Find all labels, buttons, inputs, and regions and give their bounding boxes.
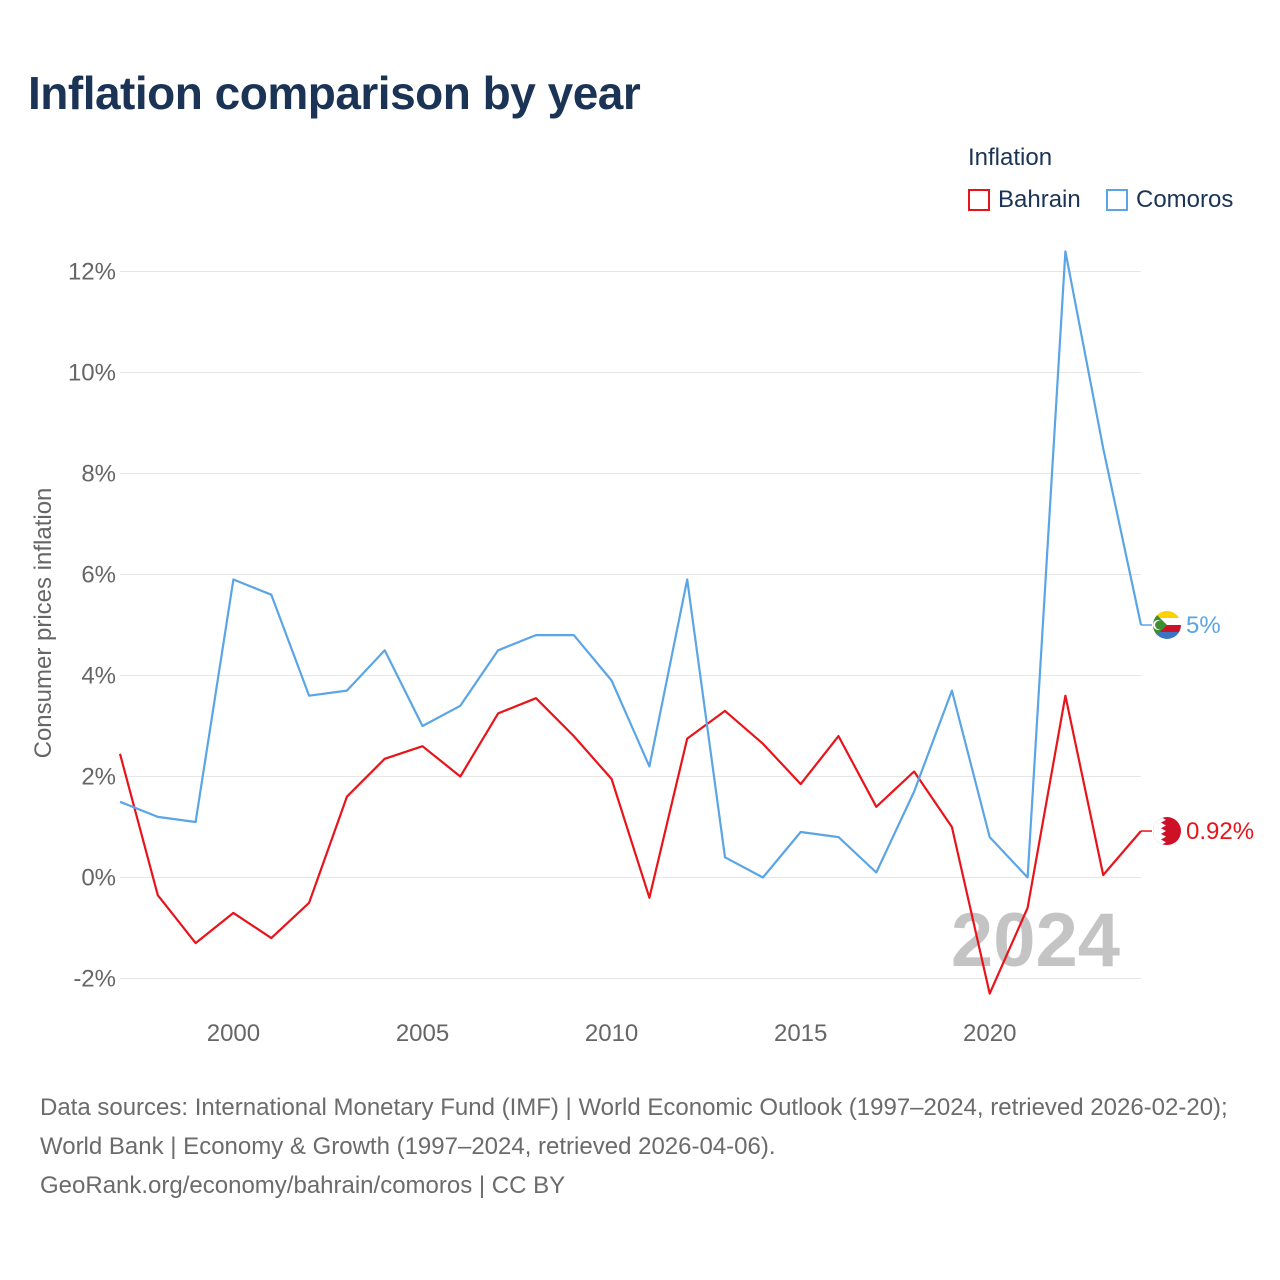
chart-title: Inflation comparison by year xyxy=(28,67,641,119)
y-tick-label: 0% xyxy=(81,865,116,892)
y-axis-label: Consumer prices inflation xyxy=(30,488,57,759)
footer: Data sources: International Monetary Fun… xyxy=(40,1088,1250,1205)
legend-swatch-bahrain xyxy=(968,189,990,211)
footer-sources: Data sources: International Monetary Fun… xyxy=(40,1094,1228,1160)
y-tick-label: -2% xyxy=(73,966,116,993)
y-axis-ticks: -2% 0% 2% 4% 6% 8% 10% 12% xyxy=(68,259,116,993)
series-end-labels: 0.92% 5% xyxy=(1141,611,1254,846)
x-tick-label: 2020 xyxy=(963,1020,1016,1047)
year-watermark: 2024 xyxy=(951,898,1120,983)
series-lines xyxy=(118,250,1143,995)
x-axis-ticks: 2000 2005 2010 2015 2020 xyxy=(207,1020,1017,1047)
x-tick-label: 2005 xyxy=(396,1020,449,1047)
y-tick-label: 12% xyxy=(68,259,116,286)
x-tick-label: 2015 xyxy=(774,1020,827,1047)
series-line-bahrain[interactable] xyxy=(118,694,1142,995)
legend-label-comoros: Comoros xyxy=(1136,186,1234,213)
y-tick-label: 4% xyxy=(81,663,116,690)
legend-label-bahrain: Bahrain xyxy=(998,186,1081,213)
legend-title: Inflation xyxy=(968,144,1053,171)
end-label-comoros: 5% xyxy=(1186,612,1221,639)
comoros-flag-icon xyxy=(1153,611,1181,639)
x-tick-label: 2000 xyxy=(207,1020,260,1047)
legend-item-bahrain[interactable]: Bahrain xyxy=(968,186,1081,214)
y-tick-label: 2% xyxy=(81,764,116,791)
line-chart: -2% 0% 2% 4% 6% 8% 10% 12% 2000 2005 2010 2015 2020… xyxy=(30,250,1254,1047)
y-tick-label: 10% xyxy=(68,360,116,387)
y-tick-label: 8% xyxy=(81,461,116,488)
end-label-bahrain: 0.92% xyxy=(1186,818,1254,845)
footer-credit: GeoRank.org/economy/bahrain/comoros | CC… xyxy=(40,1172,566,1199)
y-tick-label: 6% xyxy=(81,562,116,589)
legend-item-comoros[interactable]: Comoros xyxy=(1106,186,1233,214)
grid-lines xyxy=(120,271,1141,979)
x-tick-label: 2010 xyxy=(585,1020,638,1047)
series-line-comoros[interactable] xyxy=(119,250,1143,879)
legend-swatch-comoros xyxy=(1106,189,1128,211)
bahrain-flag-icon xyxy=(1153,817,1181,846)
